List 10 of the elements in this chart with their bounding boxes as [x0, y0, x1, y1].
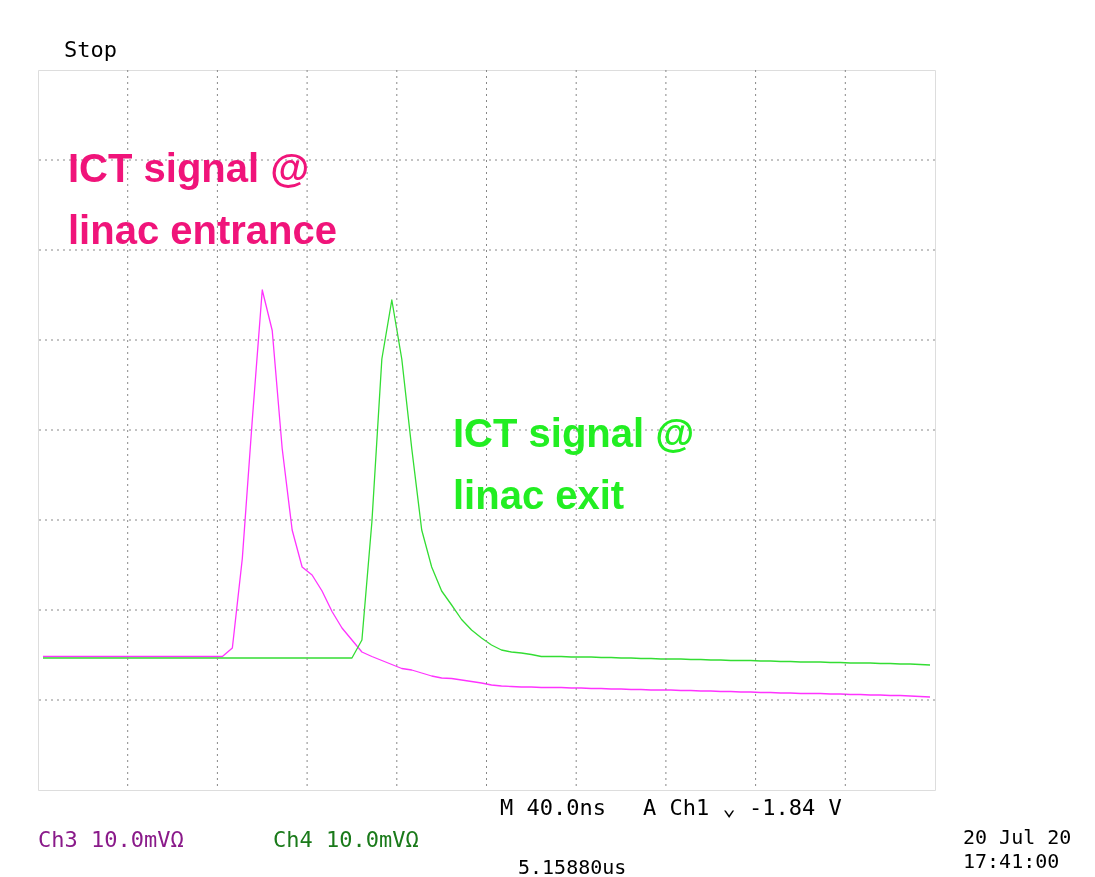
text: A Ch1 ⌄ -1.84 V	[643, 795, 842, 820]
text: Ch3 10.0mVΩ	[38, 827, 184, 852]
text: ICT signal @ linac entrance	[68, 146, 338, 252]
annotation: ICT signal @ linac exit	[453, 411, 695, 517]
text: M 40.0ns	[500, 795, 606, 820]
text: Ch4 10.0mVΩ	[273, 827, 419, 852]
text: 17:41:00	[963, 849, 1060, 873]
text: 5.15880us	[518, 855, 627, 877]
text: 20 Jul 20	[963, 825, 1072, 849]
text: Stop	[64, 37, 117, 62]
